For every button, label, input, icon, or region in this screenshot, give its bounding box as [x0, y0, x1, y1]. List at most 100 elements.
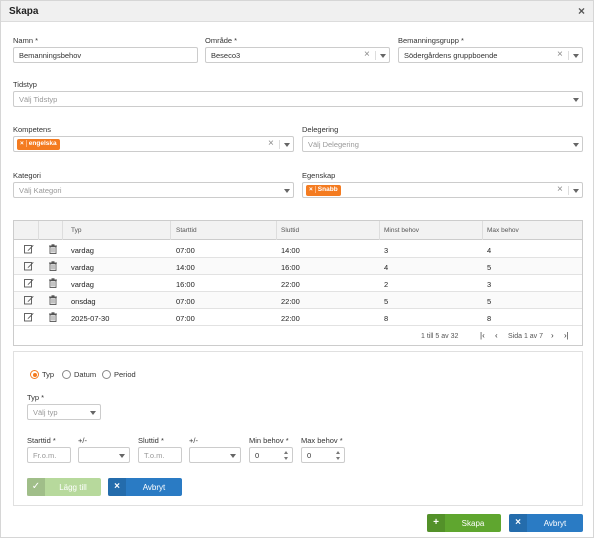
- sluttid-placeholder: T.o.m.: [144, 451, 165, 460]
- egenskap-tag[interactable]: × Snabb: [306, 185, 341, 196]
- cell-starttid: 07:00: [176, 297, 195, 306]
- min-behov-spinner-icon[interactable]: [284, 451, 289, 460]
- kompetens-chevron-down-icon[interactable]: [284, 143, 290, 147]
- egenskap-select[interactable]: × Snabb ×: [302, 182, 583, 198]
- kompetens-select[interactable]: × engelska ×: [13, 136, 294, 152]
- tag-remove-icon[interactable]: ×: [309, 186, 316, 193]
- grid-header-sluttid[interactable]: Sluttid: [281, 227, 300, 234]
- trash-icon[interactable]: [48, 244, 58, 254]
- grid-header-max-behov[interactable]: Max behov: [487, 227, 519, 234]
- omrade-clear-icon[interactable]: ×: [364, 49, 370, 60]
- pm2-select[interactable]: [189, 447, 241, 463]
- bemanningsgrupp-label: Bemanningsgrupp: [398, 36, 464, 45]
- edit-icon[interactable]: [24, 261, 34, 271]
- cell-typ: vardag: [71, 246, 94, 255]
- cell-max-behov: 3: [487, 280, 492, 289]
- radio-period[interactable]: [102, 370, 111, 379]
- max-behov-spinner-icon[interactable]: [336, 451, 341, 460]
- delegering-placeholder: Välj Delegering: [308, 140, 359, 149]
- add-row-button[interactable]: ✓ Lägg till: [27, 478, 101, 496]
- edit-icon[interactable]: [24, 244, 34, 254]
- edit-icon[interactable]: [24, 312, 34, 322]
- radio-datum-label: Datum: [74, 370, 97, 379]
- kompetens-clear-icon[interactable]: ×: [268, 138, 274, 149]
- namn-label: Namn: [13, 36, 38, 45]
- pm1-select[interactable]: [78, 447, 130, 463]
- grid-col-divider: [170, 221, 171, 240]
- radio-typ-label: Typ: [42, 370, 55, 379]
- trash-icon[interactable]: [48, 278, 58, 288]
- typ-chevron-down-icon[interactable]: [90, 411, 96, 415]
- edit-icon[interactable]: [24, 295, 34, 305]
- omrade-value: Beseco3: [211, 51, 241, 60]
- namn-value: Bemanningsbehov: [19, 51, 82, 60]
- create-button[interactable]: + Skapa: [427, 514, 501, 532]
- panel-cancel-button[interactable]: × Avbryt: [108, 478, 182, 496]
- omrade-select[interactable]: Beseco3 ×: [205, 47, 390, 63]
- namn-input[interactable]: Bemanningsbehov: [13, 47, 198, 63]
- delegering-select[interactable]: Välj Delegering: [302, 136, 583, 152]
- tidstyp-chevron-down-icon[interactable]: [573, 98, 579, 102]
- max-behov-value: 0: [307, 451, 312, 460]
- trash-icon[interactable]: [48, 295, 58, 305]
- grid-col-divider: [62, 221, 63, 240]
- table-row: onsdag 07:00 22:00 5 5: [14, 292, 582, 309]
- tidstyp-select[interactable]: Välj Tidstyp: [13, 91, 583, 107]
- max-behov-input[interactable]: 0: [301, 447, 345, 463]
- dialog-titlebar: Skapa ×: [1, 1, 593, 22]
- table-row: vardag 14:00 16:00 4 5: [14, 258, 582, 275]
- table-row: vardag 16:00 22:00 2 3: [14, 275, 582, 292]
- close-icon[interactable]: ×: [577, 4, 585, 18]
- cell-starttid: 14:00: [176, 263, 195, 272]
- delegering-chevron-down-icon[interactable]: [573, 143, 579, 147]
- bemanningsgrupp-value: Södergårdens gruppboende: [404, 51, 498, 60]
- egenskap-chevron-down-icon[interactable]: [573, 189, 579, 193]
- grid-header-minst-behov[interactable]: Minst behov: [384, 227, 420, 234]
- prev-page-icon[interactable]: ‹: [495, 331, 498, 340]
- pm1-label: +/-: [78, 436, 87, 445]
- last-page-icon[interactable]: ›|: [564, 331, 569, 340]
- radio-typ[interactable]: [30, 370, 39, 379]
- kategori-chevron-down-icon[interactable]: [284, 189, 290, 193]
- bemanningsgrupp-clear-icon[interactable]: ×: [557, 49, 563, 60]
- kategori-select[interactable]: Välj Kategori: [13, 182, 294, 198]
- egenskap-clear-icon[interactable]: ×: [557, 184, 563, 195]
- cell-sluttid: 14:00: [281, 246, 300, 255]
- grid-pager: 1 till 5 av 32 |‹ ‹ Sida 1 av 7 › ›|: [14, 329, 582, 346]
- omrade-chevron-down-icon[interactable]: [380, 54, 386, 58]
- pm2-label: +/-: [189, 436, 198, 445]
- cell-sluttid: 22:00: [281, 314, 300, 323]
- pm2-chevron-down-icon[interactable]: [230, 454, 236, 458]
- edit-icon[interactable]: [24, 278, 34, 288]
- grid-col-divider: [38, 221, 39, 240]
- sluttid-input[interactable]: T.o.m.: [138, 447, 182, 463]
- trash-icon[interactable]: [48, 261, 58, 271]
- starttid-input[interactable]: Fr.o.m.: [27, 447, 71, 463]
- radio-datum[interactable]: [62, 370, 71, 379]
- tag-remove-icon[interactable]: ×: [20, 140, 27, 147]
- cell-max-behov: 5: [487, 297, 492, 306]
- bemanningsgrupp-chevron-down-icon[interactable]: [573, 54, 579, 58]
- grid-header-starttid[interactable]: Starttid: [176, 227, 197, 234]
- bemanningsgrupp-select[interactable]: Södergårdens gruppboende ×: [398, 47, 583, 63]
- kompetens-separator: [279, 140, 280, 149]
- first-page-icon[interactable]: |‹: [480, 331, 485, 340]
- cell-minst-behov: 3: [384, 246, 389, 255]
- grid-header-typ[interactable]: Typ: [71, 227, 82, 234]
- tidstyp-label: Tidstyp: [13, 80, 37, 89]
- trash-icon[interactable]: [48, 312, 58, 322]
- typ-select[interactable]: Välj typ: [27, 404, 101, 420]
- pager-page: Sida 1 av 7: [508, 333, 544, 340]
- kompetens-tag[interactable]: × engelska: [17, 139, 60, 150]
- typ-label: Typ: [27, 393, 44, 402]
- cell-typ: vardag: [71, 280, 94, 289]
- delegering-label: Delegering: [302, 125, 339, 134]
- grid-header: Typ Starttid Sluttid Minst behov Max beh…: [14, 221, 582, 240]
- check-icon: ✓: [27, 478, 45, 496]
- next-page-icon[interactable]: ›: [551, 331, 554, 340]
- min-behov-input[interactable]: 0: [249, 447, 293, 463]
- footer-cancel-button[interactable]: × Avbryt: [509, 514, 583, 532]
- pm1-chevron-down-icon[interactable]: [119, 454, 125, 458]
- add-behov-panel: Typ Datum Period Typ Välj typ Starttid F…: [13, 351, 583, 506]
- grid-col-divider: [482, 221, 483, 240]
